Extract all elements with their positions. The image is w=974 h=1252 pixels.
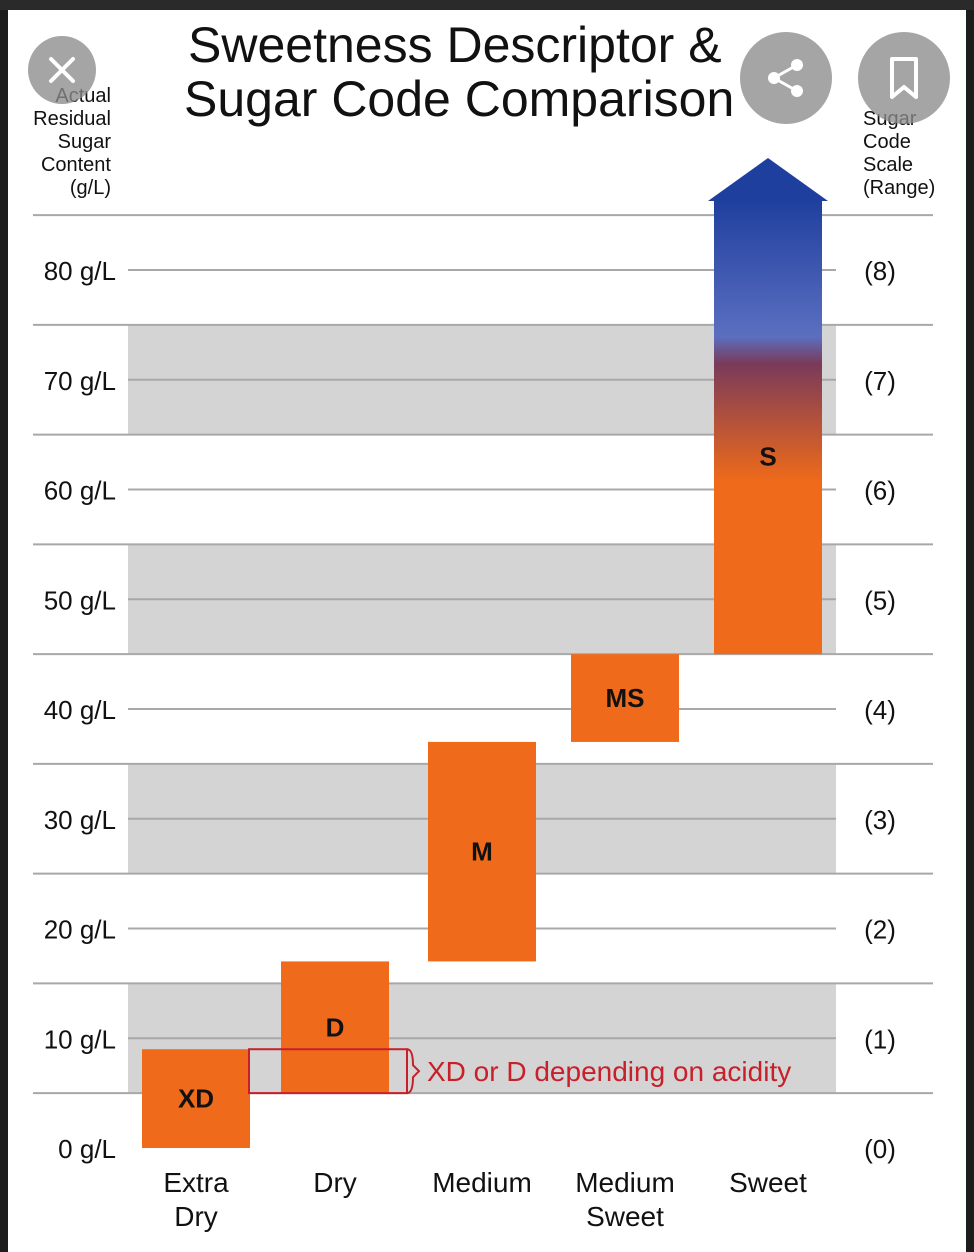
right-axis-title-line: Scale bbox=[863, 154, 913, 176]
bar-code-label: MS bbox=[606, 683, 645, 713]
annotation-text: XD or D depending on acidity bbox=[427, 1056, 791, 1087]
right-tick-label: (2) bbox=[864, 915, 896, 945]
left-tick-label: 30 g/L bbox=[44, 805, 116, 835]
right-tick-label: (1) bbox=[864, 1024, 896, 1054]
right-tick-label: (3) bbox=[864, 805, 896, 835]
titles: Sweetness Descriptor & Sugar Code Compar… bbox=[184, 17, 734, 127]
right-tick-label: (0) bbox=[864, 1134, 896, 1164]
annotation-brace bbox=[406, 1048, 421, 1095]
bar-ms bbox=[571, 654, 679, 742]
left-tick-label: 80 g/L bbox=[44, 256, 116, 286]
bookmark-icon bbox=[890, 57, 918, 99]
bar-sweet-arrow-shaft bbox=[714, 200, 822, 655]
left-axis-ticks: 0 g/L 10 g/L 20 g/L 30 g/L 40 g/L 50 g/L 60 g/… bbox=[44, 256, 116, 1164]
bars: XD D M MS S bbox=[142, 158, 828, 1148]
category-label: Extra bbox=[163, 1167, 229, 1198]
left-axis-title-line: Sugar bbox=[58, 131, 112, 153]
left-axis-title-line: Content bbox=[41, 154, 111, 176]
category-label: Sweet bbox=[729, 1167, 807, 1198]
share-icon bbox=[768, 59, 803, 97]
category-label: Medium bbox=[575, 1167, 675, 1198]
left-tick-label: 20 g/L bbox=[44, 915, 116, 945]
bar-code-label: XD bbox=[178, 1084, 214, 1114]
bar-sweet-arrow-head bbox=[708, 158, 828, 201]
bar-code-label: D bbox=[326, 1012, 345, 1042]
bar-code-label: S bbox=[759, 441, 776, 471]
category-label: Sweet bbox=[586, 1201, 664, 1232]
right-tick-label: (5) bbox=[864, 585, 896, 615]
left-tick-label: 60 g/L bbox=[44, 476, 116, 506]
bar-code-label: M bbox=[471, 837, 493, 867]
bar-xd bbox=[142, 1049, 250, 1148]
right-axis-title-line: Code bbox=[863, 131, 911, 153]
category-label: Dry bbox=[313, 1167, 357, 1198]
annotation-bracket-box bbox=[248, 1048, 408, 1095]
left-tick-label: 0 g/L bbox=[58, 1134, 116, 1164]
right-tick-label: (6) bbox=[864, 476, 896, 506]
annotation: XD or D depending on acidity bbox=[248, 1048, 791, 1095]
right-axis-title-line: (Range) bbox=[863, 177, 935, 199]
share-button[interactable] bbox=[740, 32, 832, 124]
left-tick-label: 70 g/L bbox=[44, 366, 116, 396]
bookmark-button[interactable] bbox=[858, 32, 950, 124]
close-icon bbox=[49, 57, 75, 83]
category-label: Medium bbox=[432, 1167, 532, 1198]
left-axis-title-line: (g/L) bbox=[70, 177, 111, 199]
left-tick-label: 40 g/L bbox=[44, 695, 116, 725]
right-axis-ticks: (0) (1) (2) (3) (4) (5) (6) (7) (8) bbox=[864, 256, 896, 1164]
chart-card: XD D M MS S XD or D depending on acidity 0 g… bbox=[8, 10, 966, 1252]
chart-title-line-2: Sugar Code Comparison bbox=[184, 71, 734, 127]
bar-m bbox=[428, 741, 536, 962]
bar-d bbox=[281, 961, 389, 1094]
left-tick-label: 50 g/L bbox=[44, 585, 116, 615]
right-tick-label: (7) bbox=[864, 366, 896, 396]
right-tick-label: (8) bbox=[864, 256, 896, 286]
top-status-bar bbox=[0, 0, 974, 10]
left-axis-title-line: Residual bbox=[33, 108, 111, 130]
category-label: Dry bbox=[174, 1201, 218, 1232]
chart-title-line-1: Sweetness Descriptor & bbox=[188, 17, 722, 73]
right-tick-label: (4) bbox=[864, 695, 896, 725]
close-button[interactable] bbox=[28, 36, 96, 104]
chart: XD D M MS S XD or D depending on acidity 0 g… bbox=[33, 17, 935, 1232]
left-tick-label: 10 g/L bbox=[44, 1024, 116, 1054]
